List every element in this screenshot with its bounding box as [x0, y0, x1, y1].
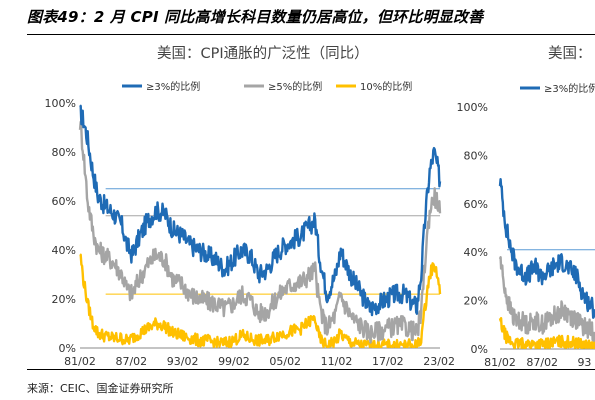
- x-tick-label: 05/02: [269, 355, 301, 368]
- y-tick-label: 20%: [464, 295, 488, 308]
- x-tick-label: 87/02: [526, 356, 558, 368]
- y-tick-label: 40%: [52, 244, 76, 257]
- legend-label: 10%的比例: [360, 80, 412, 93]
- legend-label: ≥3%的比例: [146, 80, 200, 93]
- x-tick-label: 17/02: [372, 355, 404, 368]
- x-tick-label: 93: [577, 356, 591, 368]
- series-line: [498, 177, 595, 319]
- y-tick-label: 100%: [45, 97, 76, 110]
- chart-title-right: 美国：: [548, 46, 592, 62]
- x-tick-label: 99/02: [218, 355, 250, 368]
- series-line: [79, 104, 442, 317]
- y-tick-label: 60%: [52, 195, 76, 208]
- y-tick-label: 100%: [457, 101, 488, 114]
- series-line: [78, 120, 442, 344]
- figure-title: 图表49：2 月 CPI 同比高增长科目数量仍居高位，但环比明显改善: [27, 8, 484, 26]
- y-tick-label: 60%: [464, 198, 488, 211]
- x-tick-label: 11/02: [321, 355, 353, 368]
- y-tick-label: 0%: [471, 343, 488, 356]
- chart-svg-right: 0% 20% 40% 60% 80% 100% 81/02 87/02 93 ≥3%的比例: [457, 82, 595, 368]
- chart-panel-left: 美国：CPI通胀的广泛性（同比） 0% 20% 40% 60% 80% 100% 81/02…: [27, 38, 455, 368]
- y-tick-label: 80%: [52, 146, 76, 159]
- y-tick-label: 80%: [464, 149, 488, 162]
- y-tick-label: 40%: [464, 246, 488, 259]
- x-tick-label: 87/02: [115, 355, 147, 368]
- legend-label: ≥3%的比例: [544, 82, 595, 95]
- source-note: 来源：CEIC、国金证券研究所: [27, 382, 174, 395]
- x-tick-label: 93/02: [167, 355, 199, 368]
- series-line: [498, 317, 595, 349]
- chart-title: 美国：CPI通胀的广泛性（同比）: [157, 46, 369, 62]
- title-rule: [27, 34, 595, 35]
- x-tick-label: 23/02: [423, 355, 455, 368]
- source-rule: [27, 369, 595, 370]
- x-tick-label: 81/02: [484, 356, 516, 368]
- chart-svg: 0% 20% 40% 60% 80% 100% 81/02 87/02 93/02 99/02 05…: [45, 80, 455, 368]
- x-tick-label: 81/02: [64, 355, 96, 368]
- series-line: [79, 253, 442, 348]
- series-line: [498, 256, 595, 342]
- chart-panel-right: 美国： 0% 20% 40% 60% 80% 100% 81/02 87/02 93 ≥3%的比例: [455, 38, 595, 368]
- legend-label: ≥5%的比例: [268, 80, 322, 93]
- y-tick-label: 20%: [52, 293, 76, 306]
- y-tick-label: 0%: [59, 342, 76, 355]
